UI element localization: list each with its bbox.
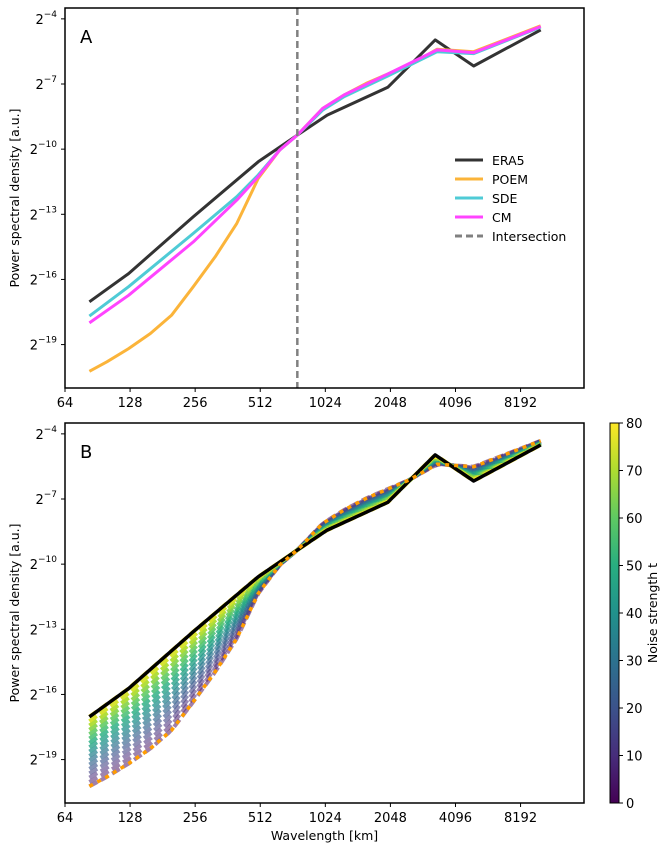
y-tick-label: 2−4 (35, 425, 57, 443)
x-tick-label: 8192 (504, 811, 537, 826)
x-tick-label: 64 (57, 396, 74, 411)
y-tick-label: 2−10 (30, 140, 58, 158)
x-tick-label: 512 (248, 811, 273, 826)
tick-exponent: −7 (44, 490, 57, 500)
x-tick-label: 256 (183, 396, 208, 411)
tick-base: 2 (30, 754, 38, 769)
x-tick-label: 8192 (504, 396, 537, 411)
x-tick-label: 1024 (309, 396, 342, 411)
y-axis-label: Power spectral density [a.u.] (7, 108, 22, 287)
tick-base: 2 (30, 688, 38, 703)
colorbar-label: Noise strength t (645, 563, 660, 663)
x-tick-label: 4096 (439, 811, 472, 826)
series-line-cm (88, 25, 542, 325)
x-tick-label: 128 (118, 396, 143, 411)
noise-curve-t40 (88, 441, 542, 754)
x-axis-label: Wavelength [km] (271, 828, 378, 843)
axes-frame (64, 422, 585, 804)
legend-label-era5: ERA5 (492, 153, 525, 168)
y-tick-label: 2−16 (30, 685, 58, 703)
x-tick-label: 2048 (374, 811, 407, 826)
x-tick-label: 1024 (309, 811, 342, 826)
y-tick-label: 2−13 (30, 205, 57, 223)
tick-base: 2 (30, 273, 38, 288)
y-tick-label: 2−10 (30, 555, 58, 573)
y-tick-label: 2−19 (30, 336, 58, 354)
x-tick-label: 128 (118, 811, 143, 826)
colorbar-tick-label: 60 (626, 512, 643, 527)
colorbar: 0 10 20 30 40 50 60 70 80 Noise strength t (609, 417, 660, 812)
tick-exponent: −10 (38, 555, 57, 565)
legend-label-poem: POEM (492, 172, 528, 187)
tick-base: 2 (30, 339, 38, 354)
tick-exponent: −19 (38, 751, 57, 761)
colorbar-tick-label: 20 (626, 702, 643, 717)
tick-base: 2 (30, 208, 38, 223)
plot-area (88, 438, 542, 789)
y-tick-label: 2−4 (35, 10, 57, 28)
noise-curve-t25 (88, 440, 542, 767)
legend-label-sde: SDE (492, 191, 518, 206)
tick-base: 2 (35, 13, 43, 28)
tick-exponent: −4 (44, 425, 58, 435)
x-tick-label: 256 (183, 811, 208, 826)
legend-label-intersection: Intersection (492, 229, 566, 244)
tick-exponent: −13 (38, 620, 57, 630)
tick-exponent: −16 (38, 685, 57, 695)
tick-exponent: −7 (44, 75, 57, 85)
noise-curve-t30 (88, 440, 542, 762)
colorbar-tick-label: 0 (626, 797, 634, 812)
legend: ERA5 POEM SDE CM Intersection (455, 153, 566, 244)
tick-exponent: −10 (38, 140, 57, 150)
panel-label: B (80, 442, 92, 463)
y-axis-label: Power spectral density [a.u.] (7, 523, 22, 702)
panel-a: ERA5 POEM SDE CM Intersection A 64 128 256 512 102… (7, 7, 585, 411)
colorbar-tick-label: 50 (626, 560, 643, 575)
y-tick-label: 2−16 (30, 270, 58, 288)
colorbar-tick-label: 30 (626, 655, 643, 670)
x-tick-label: 512 (248, 396, 273, 411)
plot-area (88, 8, 542, 388)
tick-base: 2 (30, 623, 38, 638)
panel-label: A (80, 27, 93, 48)
x-tick-label: 2048 (374, 396, 407, 411)
colorbar-tick-label: 40 (626, 607, 643, 622)
tick-base: 2 (35, 428, 43, 443)
x-tick-label: 64 (57, 811, 74, 826)
colorbar-gradient (609, 422, 620, 804)
y-tick-label: 2−7 (35, 490, 57, 508)
colorbar-tick-label: 80 (626, 417, 643, 432)
tick-exponent: −13 (38, 205, 57, 215)
colorbar-tick-label: 10 (626, 750, 643, 765)
colorbar-tick-label: 70 (626, 465, 643, 480)
noise-curve-t15 (88, 439, 542, 776)
panel-b: B64 128 256 512 1024 2048 4096 81922−42−72−102−… (7, 422, 585, 843)
axes-frame (64, 7, 585, 389)
y-tick-label: 2−7 (35, 75, 57, 93)
tick-base: 2 (35, 493, 43, 508)
x-tick-label: 4096 (439, 396, 472, 411)
tick-base: 2 (30, 143, 38, 158)
y-tick-label: 2−19 (30, 751, 58, 769)
noise-curve-t35 (88, 440, 542, 758)
tick-exponent: −19 (38, 336, 57, 346)
series-line-poem (88, 439, 542, 788)
series-line-era5 (88, 443, 542, 719)
tick-exponent: −16 (38, 270, 57, 280)
tick-base: 2 (35, 78, 43, 93)
tick-base: 2 (30, 558, 38, 573)
legend-label-cm: CM (492, 210, 512, 225)
y-tick-label: 2−13 (30, 620, 57, 638)
series-line-era5 (88, 28, 542, 304)
tick-exponent: −4 (44, 10, 58, 20)
